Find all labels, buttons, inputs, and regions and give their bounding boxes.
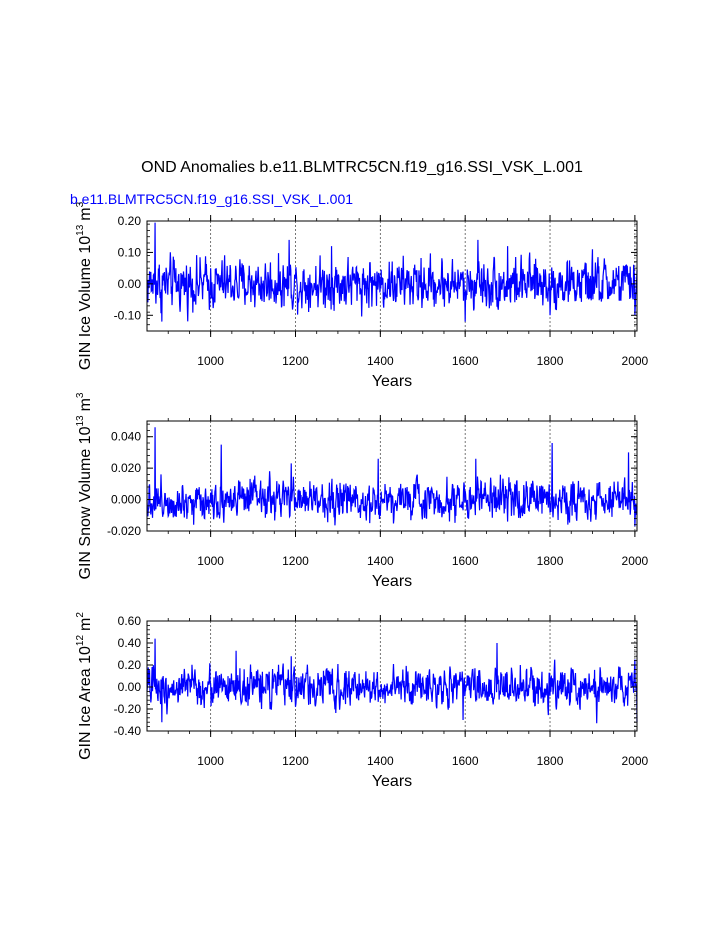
y-axis-label-exp: 13 [75,415,86,427]
panel-snow-volume: -0.020 0.000 0.020 0.040 1000 1200 1400 1600 180… [75,392,649,590]
y-tick-label: 0.00 [118,680,142,694]
y-tick-label: 0.20 [118,658,142,672]
x-tick-label: 1600 [452,754,479,768]
x-axis-label: Years [372,373,412,390]
x-tick-label: 1400 [367,354,394,368]
series-line [146,427,638,527]
y-axis-label-main: GIN Ice Volume 10 [77,236,94,370]
y-tick-label: -0.20 [114,702,142,716]
y-axis-label-unit: m [77,618,94,631]
x-tick-label: 1200 [282,354,309,368]
x-tick-label: 1800 [537,554,564,568]
y-tick-label: -0.020 [107,524,141,538]
y-axis-label-exp: 13 [75,224,86,236]
y-tick-label: 0.00 [118,277,142,291]
y-axis-label-unit-exp: 3 [75,201,86,207]
figure-subtitle: b.e11.BLMTRC5CN.f19_g16.SSI_VSK_L.001 [70,191,353,207]
x-tick-label: 1800 [537,354,564,368]
x-tick-label: 1000 [197,754,224,768]
plot-frame [146,220,638,332]
y-tick-label: 0.20 [118,214,142,228]
y-tick-label: 0.000 [111,493,141,507]
plot-frame [146,620,638,732]
x-tick-label: 1800 [537,754,564,768]
y-tick-label: 0.40 [118,636,142,650]
y-axis-label: GIN Ice Volume 1013 m3 [75,201,94,370]
y-axis-label: GIN Snow Volume 1013 m3 [75,392,94,579]
x-tick-label: 2000 [622,554,649,568]
series-line [146,222,638,322]
y-axis-label-unit: m [77,207,94,220]
x-axis-label: Years [372,773,412,790]
x-tick-label: 1000 [197,554,224,568]
x-tick-label: 1200 [282,754,309,768]
y-axis-label: GIN Ice Area 1012 m2 [75,612,94,760]
y-tick-label: 0.10 [118,245,142,259]
x-tick-label: 1600 [452,354,479,368]
y-axis-label-unit-exp: 2 [75,612,86,618]
x-tick-label: 1400 [367,554,394,568]
x-tick-label: 2000 [622,354,649,368]
y-tick-label: 0.020 [111,461,141,475]
panel-ice-area: -0.40 -0.20 0.00 0.20 0.40 0.60 1000 1200 1400 16… [75,612,649,790]
x-tick-label: 2000 [622,754,649,768]
y-axis-label-unit: m [77,398,94,411]
y-axis-label-main: GIN Ice Area 10 [77,646,94,760]
series-line [146,638,638,724]
y-tick-label: 0.040 [111,430,141,444]
x-tick-label: 1400 [367,754,394,768]
y-tick-label: -0.40 [114,724,142,738]
figure-title: OND Anomalies b.e11.BLMTRC5CN.f19_g16.SS… [141,159,583,176]
x-tick-label: 1600 [452,554,479,568]
x-axis-label: Years [372,573,412,590]
y-tick-label: -0.10 [114,308,142,322]
y-axis-label-unit-exp: 3 [75,392,86,398]
y-axis-label-exp: 12 [75,635,86,647]
x-tick-label: 1000 [197,354,224,368]
y-tick-label: 0.60 [118,614,142,628]
x-tick-label: 1200 [282,554,309,568]
y-axis-label-main: GIN Snow Volume 10 [77,426,94,579]
panel-ice-volume: -0.10 0.00 0.10 0.20 1000 1200 1400 1600 1800 200… [75,201,649,390]
plot-frame [146,420,638,532]
